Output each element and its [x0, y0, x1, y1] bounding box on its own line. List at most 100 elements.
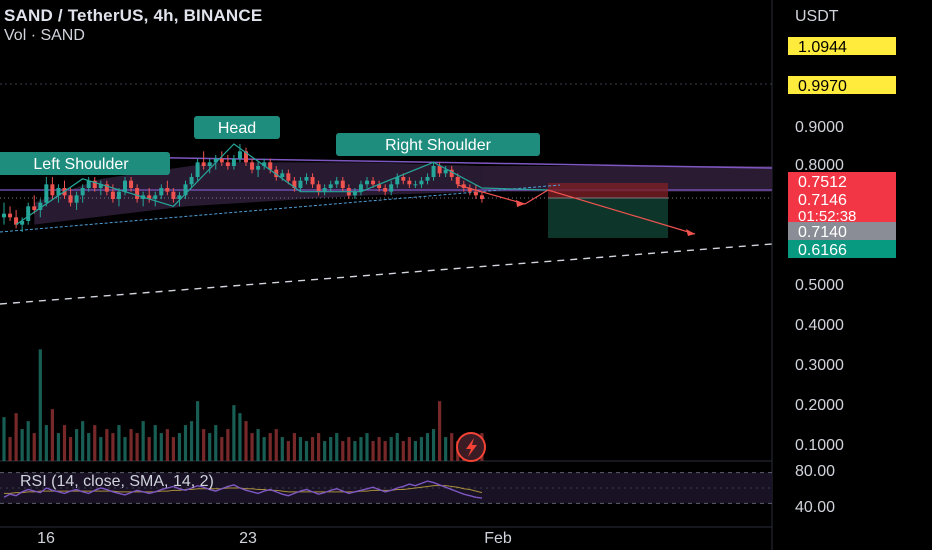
price-badge-value: 0.7512: [798, 174, 847, 191]
candle-body: [213, 158, 218, 163]
volume-bar: [450, 433, 454, 461]
rsi-line: [3, 480, 483, 499]
candle: [298, 177, 303, 192]
pattern-labels: Left Shoulder Head Right Shoulder: [0, 116, 540, 175]
volume-bar: [431, 429, 436, 461]
candle: [365, 177, 369, 188]
support-line: [0, 184, 561, 233]
candle-body: [358, 184, 363, 192]
countdown-timer: 01:52:38: [798, 208, 856, 225]
candle: [473, 184, 478, 199]
volume-bar: [232, 405, 236, 461]
candle-body: [8, 213, 13, 218]
candle-body: [195, 162, 200, 177]
candle-body: [2, 213, 6, 218]
time-tick-label: Feb: [484, 530, 512, 547]
candle-body: [365, 180, 369, 185]
volume-bar: [353, 441, 357, 461]
candles: [2, 144, 484, 232]
candle-body: [110, 191, 115, 199]
volume-bar: [214, 425, 218, 461]
candle-body: [98, 184, 103, 188]
candle: [340, 177, 345, 192]
candle: [244, 147, 248, 166]
candle-body: [268, 162, 273, 170]
candle-body: [116, 191, 121, 199]
volume-bar: [81, 421, 85, 461]
volume-bar: [359, 437, 363, 461]
volume-bar: [280, 437, 284, 461]
candle: [8, 206, 13, 221]
volume-bar: [425, 433, 430, 461]
candle: [304, 173, 309, 185]
candle-body: [352, 191, 357, 196]
candle-body: [14, 217, 19, 225]
volume-bar: [62, 425, 67, 461]
candle: [322, 184, 327, 196]
volume-bar: [262, 437, 266, 461]
candle-body: [479, 195, 484, 199]
candle-body: [86, 180, 91, 188]
candle: [407, 177, 412, 188]
candle-body: [56, 188, 61, 196]
volume-bar: [75, 429, 79, 461]
volume-bar: [419, 437, 424, 461]
lightning-icon: [456, 432, 486, 462]
volume-bar: [389, 437, 393, 461]
price-tick-label: 0.1000: [795, 437, 844, 454]
candle-body: [401, 177, 406, 181]
candle: [328, 180, 333, 192]
candle-body: [389, 184, 394, 192]
price-badge: 0.9970: [788, 76, 896, 95]
candle: [32, 195, 37, 214]
candle-body: [153, 195, 158, 199]
candle-body: [123, 180, 127, 192]
candle-body: [74, 195, 79, 203]
candle-body: [437, 166, 442, 174]
pattern-zigzag: [15, 143, 549, 226]
volume-bar: [292, 433, 296, 461]
volume-bar: [171, 437, 175, 461]
price-badge-value: 1.0944: [798, 39, 847, 56]
candle: [207, 158, 212, 174]
projection-arrowhead: [686, 229, 695, 236]
candle: [286, 169, 291, 185]
candle-body: [201, 162, 206, 166]
volume-bar: [274, 429, 278, 461]
candle-body: [340, 180, 345, 188]
volume-bar: [141, 421, 145, 461]
volume-bar: [220, 437, 224, 461]
volume-bar: [44, 425, 48, 461]
volume-bar: [371, 441, 375, 461]
candle-body: [147, 195, 152, 199]
volume-bar: [310, 437, 315, 461]
volume-bar: [32, 433, 36, 461]
projection-arrowhead: [516, 200, 525, 207]
candle: [92, 177, 97, 192]
volume-bars: [2, 349, 484, 461]
volume-bar: [304, 441, 309, 461]
candle: [316, 180, 321, 196]
candle: [225, 155, 230, 170]
candle: [135, 184, 140, 203]
chart-title: SAND / TetherUS, 4h, BINANCE: [4, 6, 263, 25]
candle: [443, 166, 448, 177]
candle-body: [44, 184, 49, 203]
price-tick-label: 0.5000: [795, 277, 844, 294]
candle-body: [231, 158, 236, 166]
candle-body: [177, 195, 182, 199]
price-badge-box: [788, 190, 896, 224]
candle-body: [50, 184, 55, 196]
candle: [358, 180, 363, 196]
price-tick-label: 0.9000: [795, 119, 844, 136]
volume-bar: [2, 417, 6, 461]
candle-body: [38, 202, 43, 210]
candle: [262, 158, 267, 170]
candle: [201, 151, 206, 170]
candle: [74, 191, 79, 210]
candle: [177, 191, 182, 207]
candle: [195, 158, 200, 181]
price-badge-value: 0.7146: [798, 192, 847, 209]
